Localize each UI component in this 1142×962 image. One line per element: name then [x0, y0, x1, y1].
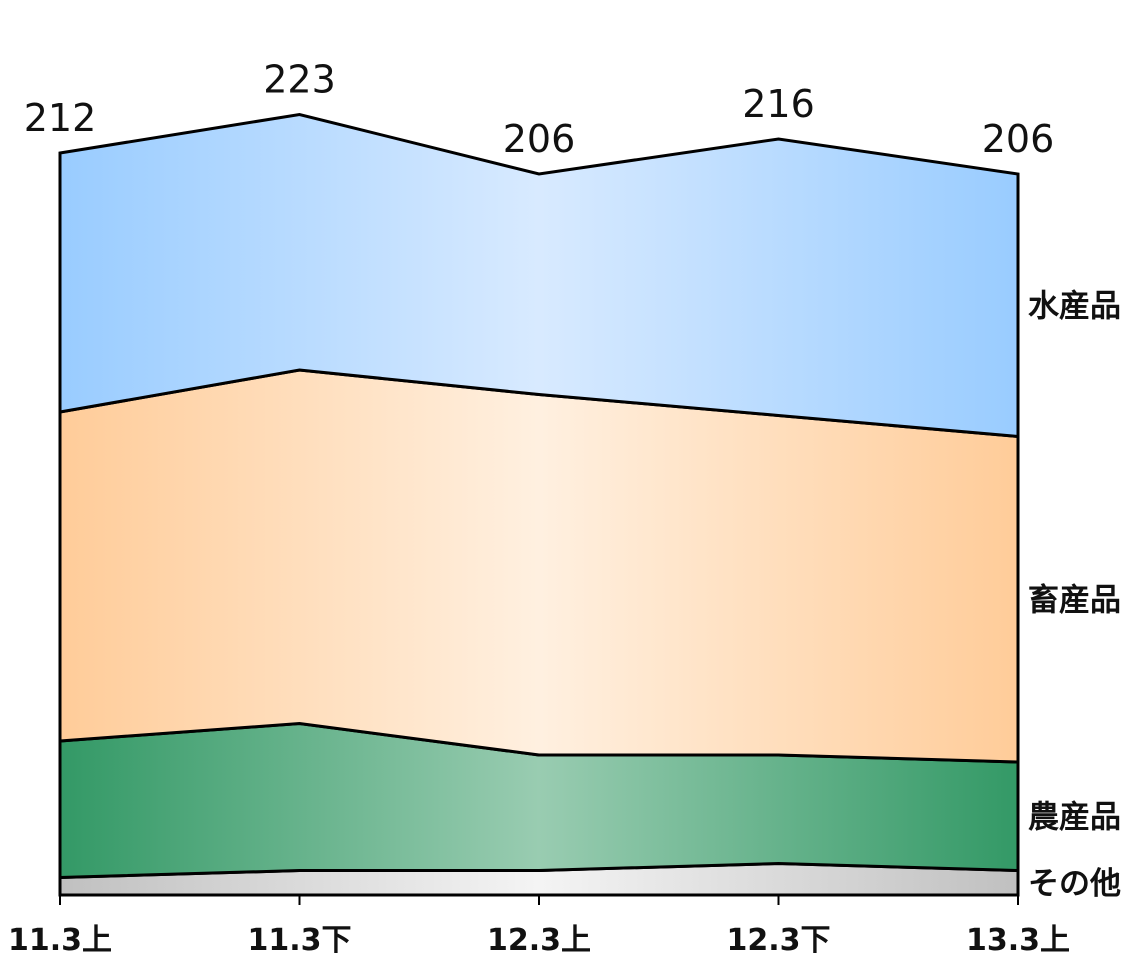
series-label: 水産品: [1028, 288, 1121, 324]
area-series-3: [58, 112, 1020, 439]
area-series-2: [58, 368, 1020, 764]
total-label: 223: [263, 58, 336, 102]
x-tick-label: 11.3下: [247, 923, 351, 958]
area-layer: [58, 112, 1020, 897]
axis-layer: [59, 894, 1019, 905]
x-tick-label: 12.3上: [487, 923, 591, 958]
total-label: 206: [503, 117, 576, 161]
x-tick-label: 11.3上: [8, 923, 112, 958]
label-layer: 11.3上 11.3下 12.3上 12.3下 13.3上 212 223 206 216 206…: [8, 58, 1121, 959]
series-label: 農産品: [1028, 799, 1121, 835]
series-label: 畜産品: [1028, 582, 1121, 618]
series-label: その他: [1028, 866, 1121, 902]
x-tick-label: 12.3下: [726, 923, 830, 958]
x-tick-label: 13.3上: [966, 923, 1070, 958]
total-label: 216: [742, 82, 815, 126]
total-label: 212: [24, 96, 97, 140]
total-label: 206: [982, 117, 1055, 161]
